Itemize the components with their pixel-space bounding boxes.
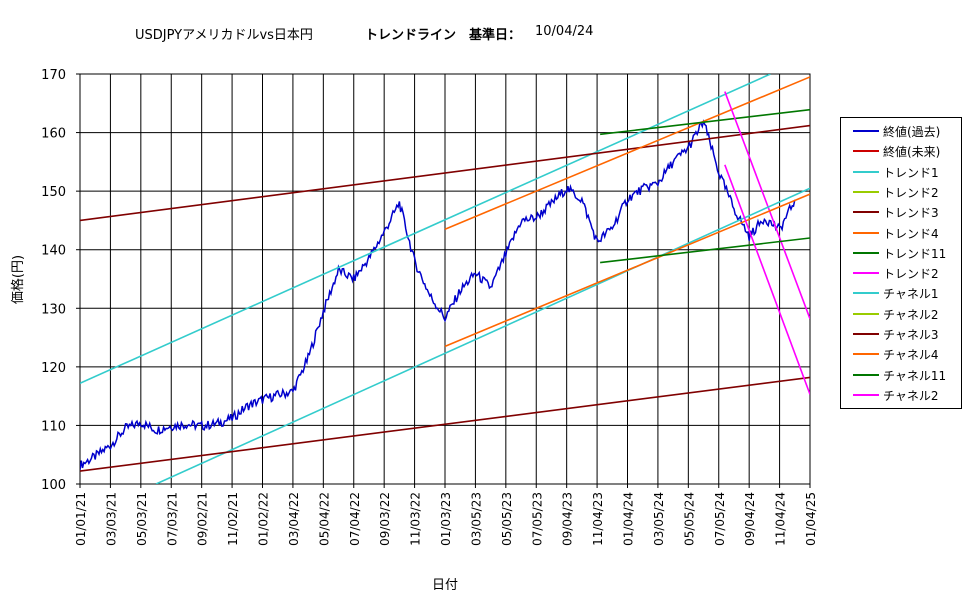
x-tick-label: 07/05/23 <box>530 492 544 546</box>
legend-label: トレンド2 <box>883 185 939 200</box>
legend-swatch <box>853 251 879 254</box>
series-line-4 <box>80 124 810 222</box>
legend-item: チャネル2 <box>841 386 961 405</box>
legend-label: トレンド3 <box>883 206 939 221</box>
y-tick-label: 160 <box>41 127 66 142</box>
legend-item: トレンド2 <box>841 264 961 283</box>
x-tick-label: 09/04/24 <box>743 492 757 546</box>
x-tick-label: 11/03/22 <box>409 492 423 546</box>
x-tick-label: 05/05/24 <box>682 492 696 546</box>
x-tick-label: 05/04/22 <box>317 492 331 546</box>
legend-swatch <box>853 190 879 193</box>
x-tick-label: 09/02/21 <box>196 492 210 546</box>
legend-item: トレンド3 <box>841 203 961 222</box>
x-axis-label: 日付 <box>432 578 459 593</box>
legend-swatch <box>853 272 879 275</box>
legend-item: トレンド1 <box>841 163 961 182</box>
series-line-13 <box>724 164 810 395</box>
x-tick-label: 11/04/24 <box>774 492 788 546</box>
legend-item: トレンド2 <box>841 183 961 202</box>
legend-swatch <box>853 312 879 315</box>
legend-swatch <box>853 211 879 214</box>
x-tick-label: 01/04/25 <box>804 492 818 546</box>
x-tick-label: 07/05/24 <box>713 492 727 546</box>
x-tick-label: 01/03/23 <box>439 492 453 546</box>
x-tick-label: 05/03/21 <box>135 492 149 546</box>
y-tick-label: 100 <box>41 478 66 493</box>
legend-swatch <box>853 150 879 153</box>
legend-label: トレンド11 <box>883 246 947 261</box>
series-line-10 <box>80 376 810 472</box>
x-tick-label: 05/05/23 <box>500 492 514 546</box>
legend-item: 終値(未来) <box>841 142 961 161</box>
legend-label: トレンド1 <box>883 165 939 180</box>
series-line-2 <box>80 74 771 384</box>
legend-swatch <box>853 353 879 356</box>
legend-label: トレンド4 <box>883 226 939 241</box>
legend-item: 終値(過去) <box>841 122 961 141</box>
legend-label: 終値(過去) <box>883 125 941 139</box>
legend-swatch <box>853 170 879 173</box>
x-tick-label: 07/03/21 <box>165 492 179 546</box>
series-price-line <box>80 119 796 471</box>
y-tick-label: 130 <box>41 302 66 317</box>
legend-label: 終値(未来) <box>883 145 941 160</box>
x-tick-label: 03/04/22 <box>287 492 301 546</box>
legend: 終値(過去) 終値(未来) トレンド1 トレンド2 トレンド3 トレンド4 トレンド11 トレ… <box>840 117 962 409</box>
legend-swatch <box>853 130 879 132</box>
y-tick-label: 150 <box>41 185 66 200</box>
legend-swatch <box>853 292 879 295</box>
series-line-11 <box>444 193 810 348</box>
legend-label: チャネル3 <box>883 328 939 342</box>
x-tick-label: 01/01/21 <box>74 492 88 546</box>
legend-swatch <box>853 373 879 376</box>
legend-label: チャネル11 <box>883 368 947 383</box>
y-axis-label: 価格(円) <box>11 254 27 305</box>
series-line-6 <box>600 108 810 136</box>
chart-title: USDJPYアメリカドルvs日本円 <box>135 28 313 43</box>
legend-item: チャネル2 <box>841 305 961 324</box>
legend-label: チャネル2 <box>883 307 939 322</box>
legend-swatch <box>853 333 879 335</box>
legend-swatch <box>853 393 879 396</box>
series-line-12 <box>600 237 810 264</box>
legend-item: トレンド11 <box>841 244 961 263</box>
legend-swatch <box>853 231 879 234</box>
x-tick-label: 09/03/22 <box>378 492 392 546</box>
x-tick-label: 03/05/23 <box>469 492 483 546</box>
series-line-7 <box>724 91 810 320</box>
x-tick-label: 01/02/22 <box>257 492 271 546</box>
x-tick-label: 03/05/24 <box>652 492 666 546</box>
legend-item: チャネル4 <box>841 345 961 364</box>
series-line-8 <box>155 187 810 484</box>
y-tick-label: 140 <box>41 244 66 259</box>
x-tick-label: 11/02/21 <box>226 492 240 546</box>
legend-label: トレンド2 <box>883 267 939 282</box>
legend-item: トレンド4 <box>841 224 961 243</box>
legend-label: チャネル4 <box>883 348 939 363</box>
series-line-5 <box>444 76 810 230</box>
chart-subtitle: トレンドライン 基準日： <box>365 28 522 43</box>
x-tick-label: 11/04/23 <box>591 492 605 546</box>
x-tick-label: 01/04/24 <box>622 492 636 546</box>
y-tick-label: 170 <box>41 68 66 83</box>
legend-item: チャネル3 <box>841 325 961 344</box>
y-tick-label: 110 <box>41 419 66 434</box>
legend-label: チャネル1 <box>883 287 939 302</box>
x-tick-label: 03/03/21 <box>104 492 118 546</box>
legend-label: チャネル2 <box>883 388 939 403</box>
legend-item: チャネル1 <box>841 284 961 303</box>
x-tick-label: 09/04/23 <box>561 492 575 546</box>
legend-item: チャネル11 <box>841 366 961 385</box>
x-tick-label: 07/04/22 <box>348 492 362 546</box>
chart-base-date: 10/04/24 <box>535 24 594 39</box>
y-tick-label: 120 <box>41 361 66 376</box>
